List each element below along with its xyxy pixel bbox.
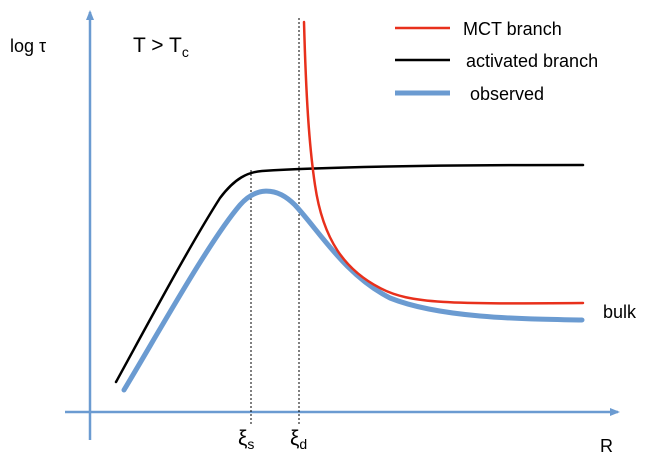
condition-label: T > Tc	[133, 34, 189, 60]
observed-curve	[121, 188, 585, 393]
activated-branch-curve	[114, 163, 585, 384]
x-axis-label: R	[600, 436, 613, 456]
y-axis-label: log τ	[10, 36, 46, 56]
xi-s-symbol: ξ	[238, 427, 247, 450]
xi-d-symbol: ξ	[290, 427, 299, 450]
xi-s-label: ξs	[238, 427, 254, 452]
xi-d-label: ξd	[290, 427, 307, 452]
legend: MCT branch activated branch observed	[395, 19, 598, 104]
legend-label-observed: observed	[470, 84, 544, 104]
legend-label-mct: MCT branch	[463, 19, 562, 39]
xi-d-subscript: d	[299, 436, 307, 452]
mct-branch-curve	[302, 20, 585, 305]
condition-subscript: c	[182, 44, 189, 60]
bulk-label: bulk	[603, 302, 637, 322]
xi-s-subscript: s	[247, 436, 254, 452]
legend-label-activated: activated branch	[466, 51, 598, 71]
condition-main: T > T	[133, 34, 182, 57]
